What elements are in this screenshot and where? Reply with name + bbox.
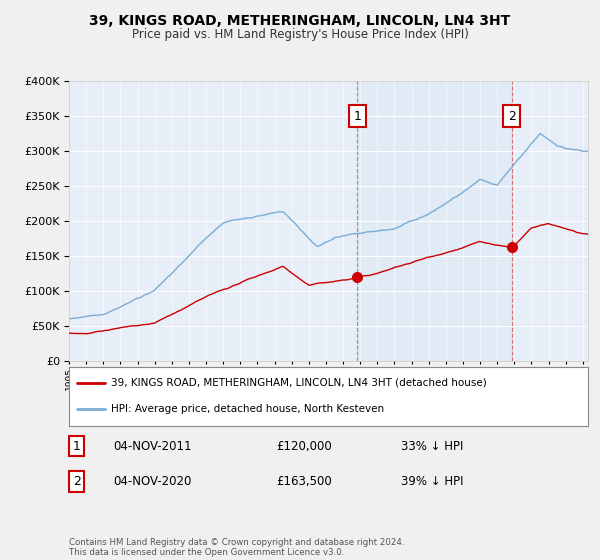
Text: Price paid vs. HM Land Registry's House Price Index (HPI): Price paid vs. HM Land Registry's House … bbox=[131, 28, 469, 41]
Text: 2: 2 bbox=[508, 110, 515, 123]
Bar bbox=[358, 81, 512, 361]
Text: £120,000: £120,000 bbox=[277, 440, 332, 452]
Text: 04-NOV-2020: 04-NOV-2020 bbox=[113, 475, 191, 488]
Text: Contains HM Land Registry data © Crown copyright and database right 2024.
This d: Contains HM Land Registry data © Crown c… bbox=[69, 538, 404, 557]
Text: 33% ↓ HPI: 33% ↓ HPI bbox=[401, 440, 464, 452]
Text: 2: 2 bbox=[73, 475, 81, 488]
Text: 39% ↓ HPI: 39% ↓ HPI bbox=[401, 475, 464, 488]
Text: 39, KINGS ROAD, METHERINGHAM, LINCOLN, LN4 3HT: 39, KINGS ROAD, METHERINGHAM, LINCOLN, L… bbox=[89, 14, 511, 28]
Text: 39, KINGS ROAD, METHERINGHAM, LINCOLN, LN4 3HT (detached house): 39, KINGS ROAD, METHERINGHAM, LINCOLN, L… bbox=[110, 377, 486, 388]
Text: HPI: Average price, detached house, North Kesteven: HPI: Average price, detached house, Nort… bbox=[110, 404, 383, 414]
Text: 04-NOV-2011: 04-NOV-2011 bbox=[113, 440, 191, 452]
Text: 1: 1 bbox=[73, 440, 81, 452]
Text: 1: 1 bbox=[353, 110, 361, 123]
Text: £163,500: £163,500 bbox=[277, 475, 332, 488]
